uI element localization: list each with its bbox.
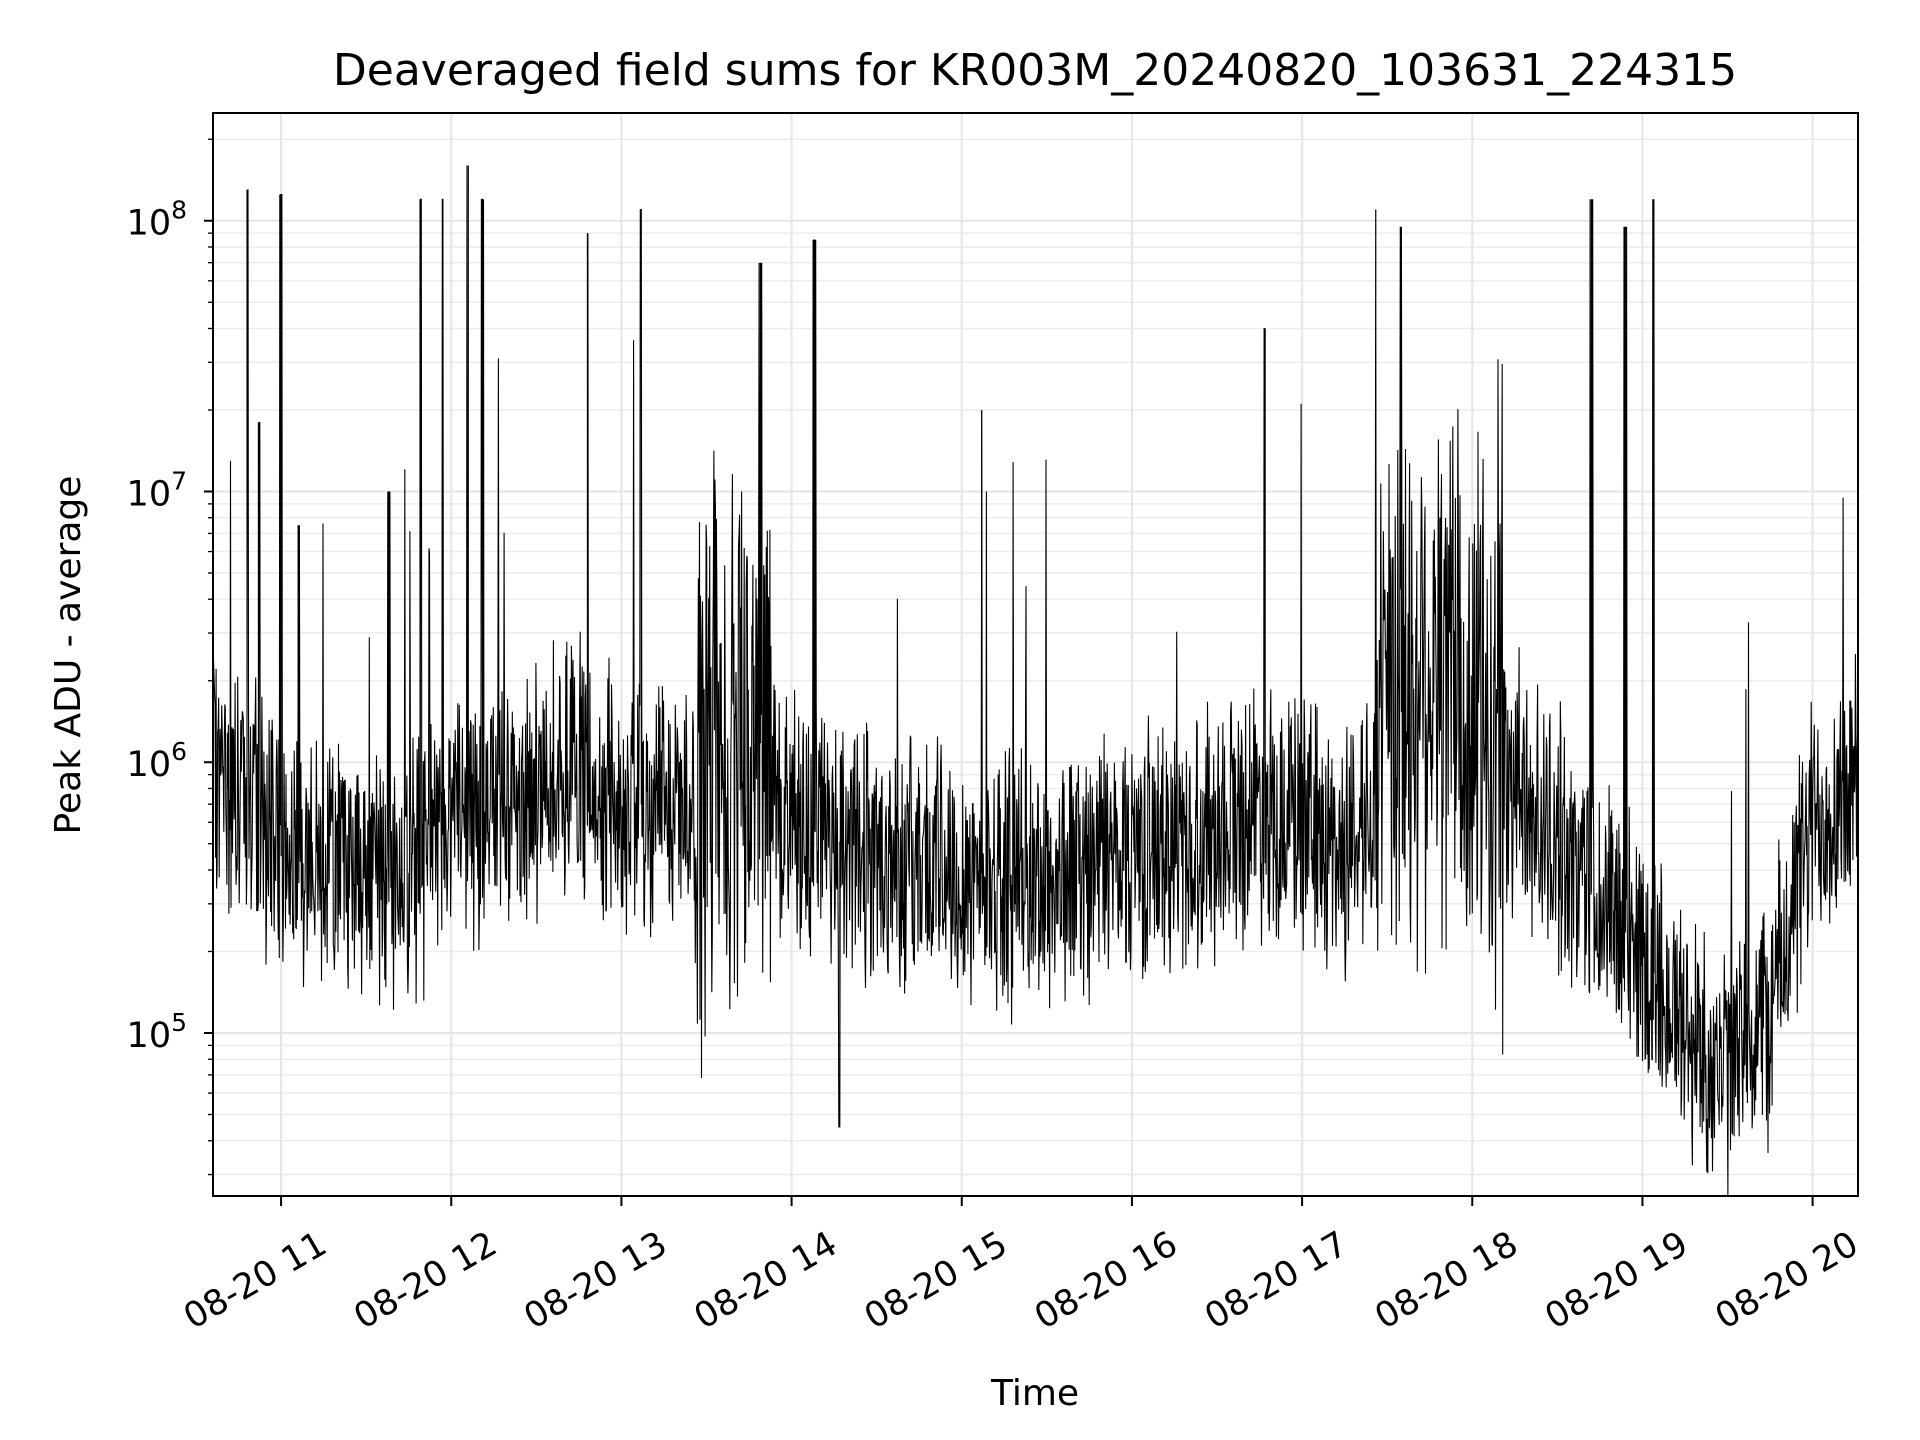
x-axis-label: Time: [990, 1373, 1079, 1414]
y-tick-label: 108: [127, 196, 187, 244]
y-tick-label: 106: [127, 737, 187, 785]
plot-frame: [212, 112, 1859, 1197]
y-tick-label: 105: [127, 1008, 187, 1056]
y-axis-ticks: 105 106 107 108: [127, 138, 213, 1176]
y-axis-label: Peak ADU - average: [48, 476, 89, 835]
y-tick-label: 107: [127, 466, 187, 514]
chart-title: Deaveraged field sums for KR003M_2024082…: [333, 45, 1737, 96]
series-line: [213, 165, 1858, 1196]
